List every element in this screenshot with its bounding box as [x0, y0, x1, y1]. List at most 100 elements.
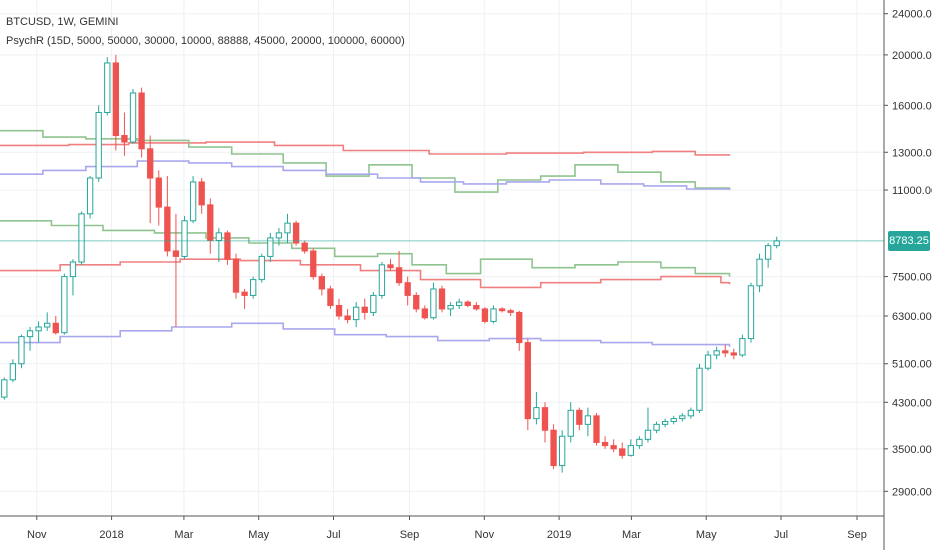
candle-up [584, 415, 592, 425]
candle-up [764, 245, 772, 260]
candle-up [104, 62, 111, 114]
candle-up [430, 288, 437, 319]
candle-up [558, 435, 566, 467]
candle-up [35, 326, 42, 332]
candle-up [636, 438, 643, 447]
candle-up [696, 367, 703, 411]
candle-up [353, 306, 360, 321]
candle-down [327, 288, 334, 306]
x-tick-label: 2018 [99, 529, 123, 541]
y-tick-label: 2900.00 [892, 486, 932, 498]
candle-down [610, 445, 617, 450]
candle-down [507, 310, 514, 313]
candle-up [704, 354, 712, 369]
candle-down [593, 415, 600, 443]
candle-up [456, 301, 463, 306]
x-tick-label: Nov [475, 529, 495, 541]
candle-down [404, 282, 411, 296]
candle-down [241, 291, 248, 296]
candle-down [516, 311, 523, 344]
x-tick-label: May [248, 529, 269, 541]
y-tick-label: 6300.00 [892, 311, 932, 323]
candle-up [653, 423, 660, 431]
y-tick-label: 7500.00 [892, 272, 932, 284]
candle-up [447, 304, 454, 310]
candle-down [335, 304, 343, 317]
candle-up [9, 363, 17, 381]
candle-down [344, 315, 351, 321]
y-tick-label: 20000.00 [892, 50, 932, 62]
candle-up [26, 330, 34, 338]
symbol-title[interactable]: BTCUSD, 1W, GEMINI [6, 16, 119, 28]
candle-down [438, 288, 446, 310]
candle-down [207, 204, 214, 241]
candle-up [69, 261, 77, 278]
candle-down [147, 148, 154, 179]
candle-down [550, 429, 557, 467]
x-tick-label: May [696, 529, 717, 541]
candle-down [421, 308, 428, 319]
candle-down [541, 407, 549, 431]
x-tick-label: Nov [27, 529, 47, 541]
y-tick-label: 11000.00 [892, 185, 932, 197]
candle-up [644, 429, 652, 440]
candle-down [138, 92, 145, 150]
candle-up [267, 237, 274, 257]
candle-down [361, 306, 368, 313]
y-tick-label: 5100.00 [892, 359, 932, 371]
candle-up [86, 177, 94, 215]
candle-up [661, 420, 669, 425]
x-tick-label: Jul [774, 529, 788, 541]
x-tick-label: Jul [326, 529, 340, 541]
candle-down [52, 322, 59, 334]
y-tick-label: 24000.00 [892, 9, 932, 21]
candle-down [224, 232, 231, 260]
chart-legend: BTCUSD, 1W, GEMINI PsychR (15D, 5000, 50… [6, 13, 405, 51]
candle-down [164, 206, 171, 252]
y-tick-label: 13000.00 [892, 147, 932, 159]
candle-down [121, 135, 128, 143]
candle-up [687, 409, 695, 417]
candle-down [112, 62, 120, 137]
candle-down [155, 177, 162, 208]
candle-up [670, 418, 677, 422]
candle-up [78, 213, 85, 263]
candle-up [250, 279, 257, 296]
candle-down [395, 267, 403, 284]
x-tick-label: 2019 [547, 529, 571, 541]
candle-down [722, 350, 729, 354]
y-tick-label: 3500.00 [892, 444, 932, 456]
candle-down [730, 352, 737, 356]
candle-up [18, 336, 25, 365]
indicator-line-5 [0, 258, 731, 289]
candle-up [189, 181, 197, 222]
candle-up [95, 112, 102, 179]
x-tick-label: Sep [847, 529, 867, 541]
candle-down [576, 409, 583, 425]
candle-down [172, 250, 180, 257]
candle-up [275, 232, 283, 239]
candle-up [181, 220, 188, 257]
candle-down [301, 242, 308, 252]
candle-up [773, 240, 780, 247]
candle-down [473, 304, 480, 310]
candle-down [619, 448, 626, 456]
candle-up [284, 222, 291, 234]
candle-up [747, 285, 755, 340]
candle-down [232, 258, 240, 293]
indicator-line-1 [0, 141, 731, 156]
candle-up [1, 379, 8, 398]
candle-up [129, 92, 137, 143]
x-tick-label: Mar [622, 529, 641, 541]
indicator-label[interactable]: PsychR (15D, 5000, 50000, 30000, 10000, … [6, 35, 405, 47]
candle-up [378, 264, 386, 296]
y-tick-label: 16000.00 [892, 100, 932, 112]
candle-down [498, 308, 506, 312]
candle-down [481, 308, 489, 322]
candle-up [215, 232, 223, 241]
candle-up [756, 258, 763, 287]
candle-up [61, 276, 68, 334]
candle-up [627, 445, 634, 456]
candle-down [318, 276, 326, 290]
